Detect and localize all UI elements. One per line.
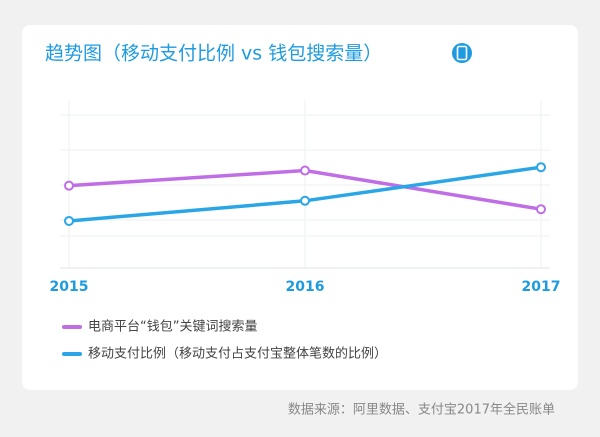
- point: [536, 204, 546, 215]
- legend-label: 电商平台“钱包”关键词搜索量: [88, 320, 257, 335]
- point: [536, 162, 546, 173]
- x-tick-label: 2015: [50, 279, 89, 295]
- phone-icon: [452, 43, 472, 63]
- grid: [60, 100, 550, 268]
- x-tick-label: 2016: [286, 279, 325, 295]
- point: [64, 180, 74, 191]
- source: 数据来源：阿里数据、支付宝2017年全民账单: [288, 402, 555, 418]
- point: [300, 165, 310, 176]
- card: [22, 25, 578, 390]
- point: [64, 215, 74, 226]
- legend-label: 移动支付比例（移动支付占支付宝整体笔数的比例）: [88, 346, 387, 362]
- x-tick-label: 2017: [522, 279, 561, 295]
- chart-title: 趋势图（移动支付比例 vs 钱包搜索量）: [45, 43, 382, 65]
- point: [300, 195, 310, 206]
